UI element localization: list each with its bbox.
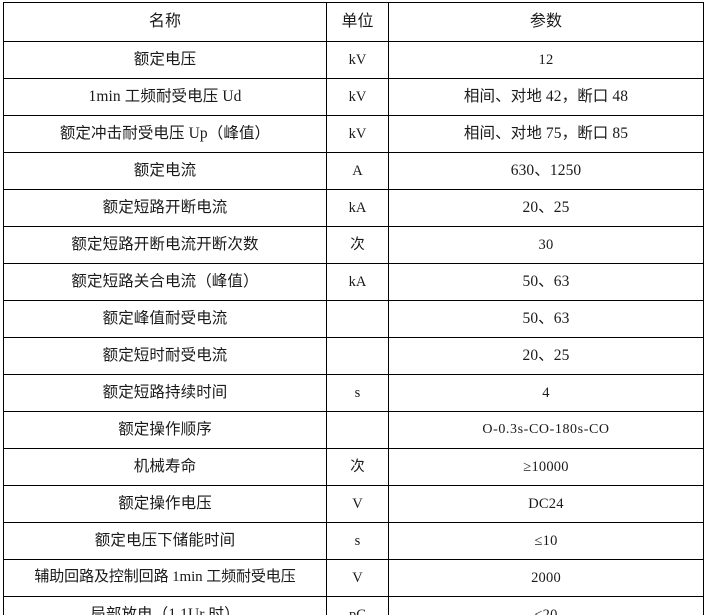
table-header-row: 名称 单位 参数 xyxy=(3,2,704,42)
row-param: ≥10000 xyxy=(388,448,704,486)
row-name: 额定电流 xyxy=(3,152,327,190)
row-param: 12 xyxy=(388,41,704,79)
row-unit: V xyxy=(326,559,389,597)
table-row: 额定电压下储能时间 s ≤10 xyxy=(3,522,704,560)
table-row: 额定电压 kV 12 xyxy=(3,41,704,79)
row-name: 额定冲击耐受电压 Up（峰值） xyxy=(3,115,327,153)
table-row: 辅助回路及控制回路 1min 工频耐受电压 V 2000 xyxy=(3,559,704,597)
table-body: 名称 单位 参数 额定电压 kV 12 1min 工频耐受电压 Ud kV 相间… xyxy=(3,2,704,615)
row-unit xyxy=(326,411,389,449)
row-param: ≤10 xyxy=(388,522,704,560)
row-unit: 次 xyxy=(326,226,389,264)
row-name: 额定短时耐受电流 xyxy=(3,337,327,375)
row-name: 额定操作电压 xyxy=(3,485,327,523)
row-name: 1min 工频耐受电压 Ud xyxy=(3,78,327,116)
row-unit: kV xyxy=(326,78,389,116)
table-row: 额定操作顺序 O-0.3s-CO-180s-CO xyxy=(3,411,704,449)
row-param: 630、1250 xyxy=(388,152,704,190)
row-name: 额定电压 xyxy=(3,41,327,79)
row-name: 额定短路开断电流开断次数 xyxy=(3,226,327,264)
table-row: 额定短路开断电流开断次数 次 30 xyxy=(3,226,704,264)
row-unit: kA xyxy=(326,263,389,301)
column-header-unit: 单位 xyxy=(326,2,389,42)
table-row: 额定峰值耐受电流 50、63 xyxy=(3,300,704,338)
row-name: 额定短路关合电流（峰值） xyxy=(3,263,327,301)
row-param: 4 xyxy=(388,374,704,412)
table-row: 额定电流 A 630、1250 xyxy=(3,152,704,190)
row-unit: kV xyxy=(326,115,389,153)
row-unit: s xyxy=(326,374,389,412)
row-name: 局部放电（1.1Ur 时） xyxy=(3,596,327,615)
table-row: 局部放电（1.1Ur 时） pC ≤20 xyxy=(3,596,704,615)
row-param: 20、25 xyxy=(388,189,704,227)
row-name: 额定操作顺序 xyxy=(3,411,327,449)
table-row: 额定短路开断电流 kA 20、25 xyxy=(3,189,704,227)
table-row: 额定冲击耐受电压 Up（峰值） kV 相间、对地 75，断口 85 xyxy=(3,115,704,153)
row-param: ≤20 xyxy=(388,596,704,615)
row-param: 相间、对地 42，断口 48 xyxy=(388,78,704,116)
row-name: 额定短路持续时间 xyxy=(3,374,327,412)
row-unit: s xyxy=(326,522,389,560)
table-row: 额定短路关合电流（峰值） kA 50、63 xyxy=(3,263,704,301)
row-param: 50、63 xyxy=(388,300,704,338)
column-header-param: 参数 xyxy=(388,2,704,42)
row-unit xyxy=(326,300,389,338)
row-param: 30 xyxy=(388,226,704,264)
technical-parameters-table: 名称 单位 参数 额定电压 kV 12 1min 工频耐受电压 Ud kV 相间… xyxy=(3,2,704,615)
row-name: 辅助回路及控制回路 1min 工频耐受电压 xyxy=(3,559,327,597)
row-unit: kV xyxy=(326,41,389,79)
row-name: 额定峰值耐受电流 xyxy=(3,300,327,338)
table-row: 1min 工频耐受电压 Ud kV 相间、对地 42，断口 48 xyxy=(3,78,704,116)
row-param: DC24 xyxy=(388,485,704,523)
row-unit: V xyxy=(326,485,389,523)
row-param: O-0.3s-CO-180s-CO xyxy=(388,411,704,449)
row-param: 50、63 xyxy=(388,263,704,301)
table-row: 额定短时耐受电流 20、25 xyxy=(3,337,704,375)
row-param: 20、25 xyxy=(388,337,704,375)
row-unit: A xyxy=(326,152,389,190)
table-row: 额定短路持续时间 s 4 xyxy=(3,374,704,412)
row-unit: kA xyxy=(326,189,389,227)
row-unit: 次 xyxy=(326,448,389,486)
row-param: 相间、对地 75，断口 85 xyxy=(388,115,704,153)
row-name: 额定短路开断电流 xyxy=(3,189,327,227)
column-header-name: 名称 xyxy=(3,2,327,42)
row-param: 2000 xyxy=(388,559,704,597)
row-name: 额定电压下储能时间 xyxy=(3,522,327,560)
table-row: 额定操作电压 V DC24 xyxy=(3,485,704,523)
row-name: 机械寿命 xyxy=(3,448,327,486)
row-unit xyxy=(326,337,389,375)
row-unit: pC xyxy=(326,596,389,615)
table-row: 机械寿命 次 ≥10000 xyxy=(3,448,704,486)
